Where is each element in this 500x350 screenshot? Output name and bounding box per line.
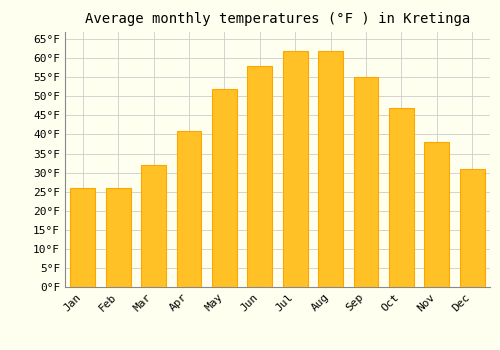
Bar <box>248 66 272 287</box>
Bar <box>283 50 308 287</box>
Bar <box>354 77 378 287</box>
Bar <box>176 131 202 287</box>
Bar <box>212 89 237 287</box>
Bar <box>389 108 414 287</box>
Bar <box>70 188 95 287</box>
Bar <box>424 142 450 287</box>
Bar <box>141 165 166 287</box>
Bar <box>318 50 343 287</box>
Title: Average monthly temperatures (°F ) in Kretinga: Average monthly temperatures (°F ) in Kr… <box>85 12 470 26</box>
Bar <box>106 188 130 287</box>
Bar <box>460 169 484 287</box>
